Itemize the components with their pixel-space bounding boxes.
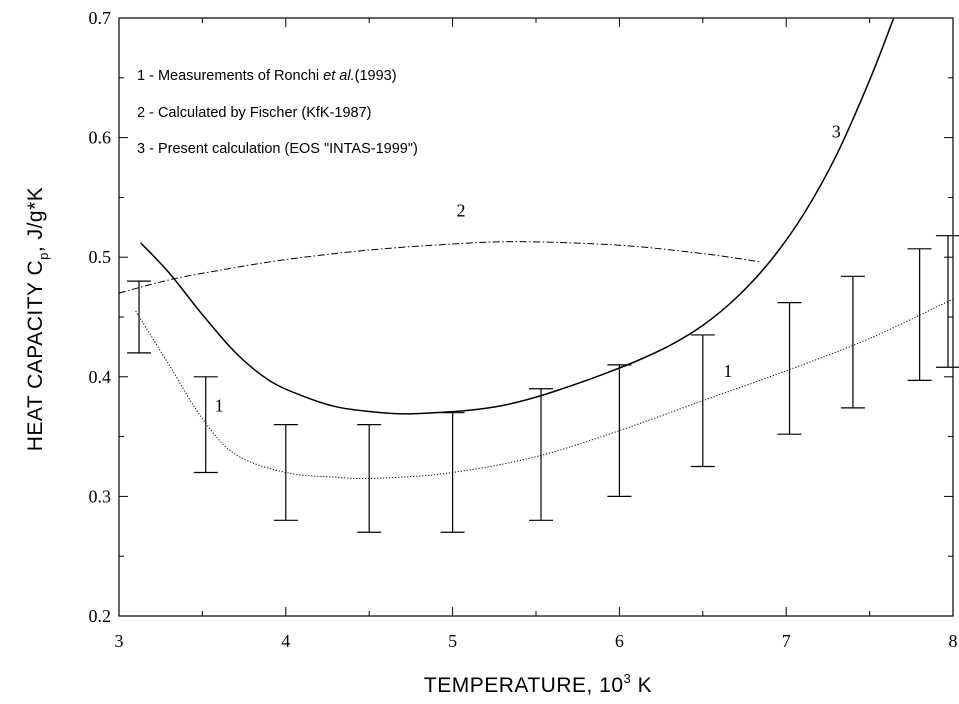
- y-tick-label: 0.4: [89, 367, 112, 387]
- y-axis-title-sub: p: [36, 252, 51, 260]
- error-bar: [273, 424, 298, 521]
- y-tick-label: 0.6: [89, 128, 112, 148]
- axis-ticks: 3 4 5 6 7 8 0.2 0.3 0.4 0.5 0.6 0.7: [89, 8, 958, 651]
- legend: 1 - Measurements of Ronchi et al.(1993) 2…: [137, 68, 418, 157]
- x-axis-title-sup: 3: [624, 671, 632, 686]
- curve-labels: 1 1 2 3: [215, 122, 841, 416]
- series-2-line: [119, 241, 762, 294]
- curve-label: 2: [456, 201, 465, 221]
- error-bar: [907, 248, 932, 381]
- curve-label: 3: [832, 122, 841, 142]
- y-axis-title-tail: , J/g*K: [24, 187, 47, 252]
- y-tick-label: 0.7: [89, 8, 112, 28]
- curves: [119, 18, 953, 480]
- legend-entry: 3 - Present calculation (EOS "INTAS-1999…: [137, 141, 418, 157]
- x-tick-label: 4: [281, 631, 290, 651]
- error-bar: [935, 235, 959, 368]
- y-axis-title: HEAT CAPACITY Cp, J/g*K: [24, 187, 51, 452]
- x-axis-title: TEMPERATURE, 103 K: [424, 671, 652, 697]
- curve-label: 1: [215, 395, 224, 415]
- y-tick-label: 0.3: [89, 486, 112, 506]
- x-tick-label: 6: [615, 631, 624, 651]
- error-bar: [690, 334, 715, 468]
- legend-entry: 2 - Calculated by Fischer (KfK-1987): [137, 105, 372, 121]
- x-tick-label: 7: [782, 631, 791, 651]
- error-bar: [777, 302, 802, 435]
- x-axis-title-tail: K: [631, 674, 652, 697]
- error-bar: [529, 388, 554, 521]
- error-bar: [607, 364, 632, 497]
- legend-entry: 1 - Measurements of Ronchi et al.(1993): [137, 68, 397, 84]
- error-bar: [440, 412, 465, 533]
- x-tick-label: 8: [949, 631, 958, 651]
- error-bars: [127, 235, 959, 533]
- x-tick-label: 5: [448, 631, 457, 651]
- error-bar: [127, 280, 152, 354]
- error-bar: [840, 275, 865, 409]
- error-bar: [193, 376, 218, 474]
- x-tick-label: 3: [115, 631, 124, 651]
- y-axis-title-main: HEAT CAPACITY C: [24, 260, 47, 452]
- curve-label: 1: [723, 361, 732, 381]
- y-tick-label: 0.2: [89, 606, 112, 626]
- error-bar: [357, 424, 382, 533]
- series-3-line: [140, 18, 895, 415]
- x-axis-title-main: TEMPERATURE, 10: [424, 674, 624, 697]
- y-tick-label: 0.5: [89, 247, 112, 267]
